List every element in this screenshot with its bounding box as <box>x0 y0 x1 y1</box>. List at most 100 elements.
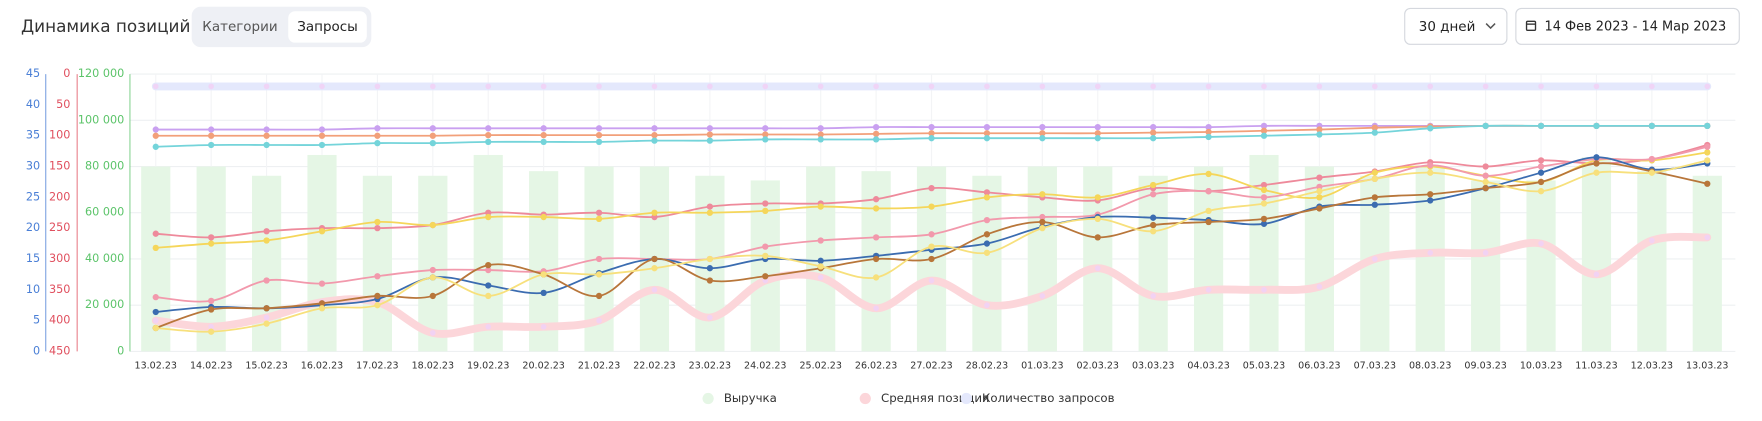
point <box>1537 157 1545 164</box>
point <box>540 125 547 132</box>
tab[interactable]: Запросы <box>297 19 358 35</box>
point <box>651 286 658 293</box>
point <box>263 305 270 312</box>
x-tick-label: 25.02.23 <box>799 360 841 371</box>
point <box>1205 188 1212 195</box>
y2-tick-label: 450 <box>49 344 70 357</box>
point <box>1648 169 1656 176</box>
tab[interactable]: Категории <box>202 19 277 35</box>
x-tick-label: 15.02.23 <box>245 360 287 371</box>
period-select[interactable] <box>1404 7 1508 45</box>
bar <box>362 175 392 352</box>
x-tick-label: 14.02.23 <box>190 360 232 371</box>
point <box>485 209 492 216</box>
point <box>152 132 159 139</box>
point <box>1094 130 1101 137</box>
point <box>1094 265 1101 272</box>
point <box>318 126 326 133</box>
point <box>540 213 547 221</box>
point <box>1039 135 1046 142</box>
point <box>1704 143 1711 150</box>
point <box>263 320 270 327</box>
y2-tick-label: 350 <box>49 283 70 296</box>
point <box>984 83 990 90</box>
point <box>429 292 436 300</box>
point <box>208 240 215 247</box>
point <box>983 130 991 137</box>
point <box>928 255 935 263</box>
y3-tick-label: 40 <box>26 98 40 111</box>
point <box>1482 122 1489 130</box>
point <box>1150 214 1157 221</box>
point <box>263 141 270 149</box>
x-tick-label: 03.03.23 <box>1132 360 1174 371</box>
x-tick-label: 21.02.23 <box>578 360 620 371</box>
point <box>1482 172 1489 179</box>
y3-tick-label: 30 <box>26 160 40 173</box>
point <box>540 138 547 146</box>
date-range-picker[interactable] <box>1515 7 1740 45</box>
point <box>263 277 270 284</box>
point <box>1260 127 1268 134</box>
point <box>1649 83 1655 90</box>
point <box>152 324 159 332</box>
point <box>983 123 991 131</box>
point <box>1150 181 1157 189</box>
point <box>873 305 879 312</box>
point <box>1150 129 1157 136</box>
point <box>651 265 658 272</box>
point <box>1261 286 1267 293</box>
point <box>1261 83 1267 90</box>
date-range: 14 Фев 2023 - 14 Мар 2023 <box>1544 19 1726 34</box>
point <box>817 257 824 264</box>
point <box>208 328 215 335</box>
y2-tick-label: 200 <box>49 190 70 203</box>
y2-tick-label: 400 <box>49 314 70 327</box>
point <box>1039 123 1046 131</box>
point <box>1316 83 1323 90</box>
point <box>1537 163 1545 170</box>
point <box>928 184 935 192</box>
point <box>1150 83 1156 90</box>
x-tick-label: 05.03.23 <box>1243 360 1285 371</box>
point <box>1260 122 1268 130</box>
point <box>263 83 270 90</box>
point <box>1537 178 1545 186</box>
point <box>485 131 492 139</box>
point <box>762 125 769 132</box>
point <box>485 125 492 132</box>
point <box>817 274 824 281</box>
y3-tick-label: 25 <box>26 190 40 203</box>
point <box>595 131 603 139</box>
y3-tick-label: 10 <box>26 283 40 296</box>
point <box>1316 183 1323 191</box>
point <box>595 271 603 278</box>
point <box>374 273 381 280</box>
point <box>762 273 769 280</box>
x-tick-label: 17.02.23 <box>356 360 398 371</box>
point <box>1372 256 1378 262</box>
point <box>540 323 547 330</box>
period: 30 дней <box>1419 19 1476 35</box>
point <box>762 83 769 90</box>
point <box>651 83 658 90</box>
bar <box>1637 171 1667 352</box>
point <box>872 123 880 131</box>
point <box>928 277 935 284</box>
point <box>152 230 159 237</box>
point <box>1593 271 1600 278</box>
point <box>1704 234 1711 241</box>
point <box>983 194 991 201</box>
point <box>485 83 492 90</box>
point <box>928 130 935 137</box>
point <box>208 297 215 305</box>
point <box>1260 181 1268 189</box>
point <box>152 126 159 133</box>
legend-label: Выручка <box>724 391 777 405</box>
legend-label: Средняя позиция <box>881 391 989 405</box>
point <box>208 126 215 133</box>
point <box>706 265 714 272</box>
point <box>706 203 714 210</box>
point <box>706 137 714 144</box>
point <box>374 218 381 226</box>
